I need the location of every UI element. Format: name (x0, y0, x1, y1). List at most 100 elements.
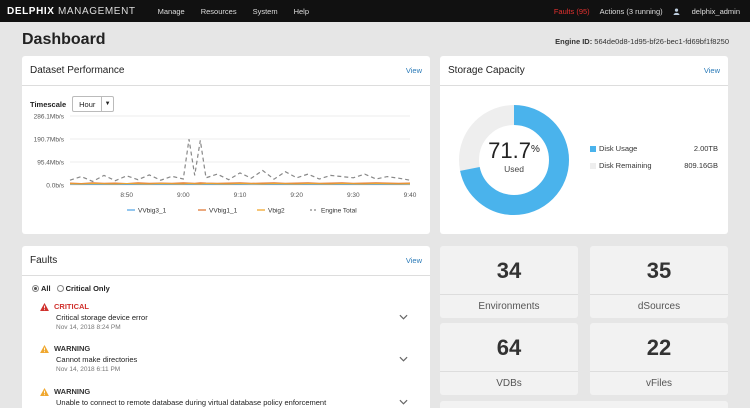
actions-link[interactable]: Actions (3 running) (599, 6, 663, 16)
performance-chart: 286.1Mb/s 190.7Mb/s 95.4Mb/s 0.0b/s 8:50 9:00… (34, 114, 417, 215)
x-tick-label: 9:20 (290, 192, 303, 199)
fault-item[interactable]: WARNING Cannot make directories Nov 14, … (40, 344, 420, 373)
timescale-select[interactable]: Hour ▼ (72, 96, 115, 112)
fault-date: Nov 14, 2018 8:24 PM (56, 324, 121, 331)
card-title: Faults (30, 255, 58, 266)
timescale-value: Hour (79, 99, 96, 109)
nav-help[interactable]: Help (293, 6, 310, 16)
legend-label: Disk Remaining (599, 161, 652, 170)
engine-id-value: 564de0d8-1d95-bf26-bec1-fd69bf1f8250 (594, 37, 729, 46)
legend-value: 2.00TB (693, 144, 718, 153)
storage-donut-chart (459, 105, 569, 215)
stat-label: dSources (590, 294, 728, 318)
severity-label: WARNING (54, 387, 91, 396)
caret-down-icon: ▼ (101, 97, 113, 111)
top-navigation-bar: DELPHIX MANAGEMENT Manage Resources Syst… (0, 0, 750, 22)
timescale-control: Timescale Hour ▼ (30, 96, 115, 112)
fault-date: Nov 14, 2018 6:11 PM (56, 366, 121, 373)
stat-value: 34 (496, 258, 522, 283)
chevron-down-icon[interactable] (399, 399, 408, 405)
y-tick-label: 95.4Mb/s (37, 160, 64, 167)
radio-checked-icon (32, 285, 39, 292)
user-menu[interactable]: delphix_admin (673, 7, 740, 16)
faults-card: Faults View All Critical Only CRITICAL C… (22, 246, 430, 408)
user-icon (673, 7, 680, 15)
brand-subtitle: MANAGEMENT (57, 5, 136, 17)
faults-link[interactable]: Faults (95) (553, 6, 590, 16)
legend-label: VVbig3_1 (138, 208, 167, 215)
view-link[interactable]: View (703, 66, 720, 75)
fault-severity: WARNING (40, 344, 420, 353)
stat-value: 64 (496, 335, 522, 360)
fault-severity: CRITICAL (40, 302, 420, 311)
view-link[interactable]: View (405, 66, 422, 75)
engine-id-label: Engine ID: (555, 37, 593, 46)
used-label: Used (504, 164, 524, 174)
legend-value: 809.16GB (684, 161, 718, 170)
filter-critical-radio[interactable]: Critical Only (56, 284, 110, 293)
severity-label: WARNING (54, 344, 91, 353)
donut-used (459, 105, 569, 215)
storage-capacity-card: Storage Capacity View 71.7% Used Disk Us… (440, 56, 728, 234)
y-tick-label: 0.0b/s (46, 183, 64, 190)
dataset-performance-card: Dataset Performance View Timescale Hour … (22, 56, 430, 234)
x-tick-label: 9:30 (347, 192, 360, 199)
stat-vdbs[interactable]: 64 VDBs (440, 323, 578, 395)
nav-system[interactable]: System (252, 6, 278, 16)
card-title: Storage Capacity (448, 65, 525, 76)
engine-id: Engine ID: 564de0d8-1d95-bf26-bec1-fd69b… (555, 37, 729, 46)
usage-percent-unit: % (530, 144, 540, 155)
warning-triangle-icon (40, 387, 49, 396)
legend-label: Engine Total (321, 208, 357, 215)
fault-severity: WARNING (40, 387, 420, 396)
stat-vfiles[interactable]: 22 vFiles (590, 323, 728, 395)
stat-dsources[interactable]: 35 dSources (590, 246, 728, 318)
severity-label: CRITICAL (54, 302, 89, 311)
error-triangle-icon (40, 302, 49, 311)
fault-filter: All Critical Only (32, 284, 110, 293)
stat-value: 35 (646, 258, 672, 283)
filter-all-label: All (41, 284, 51, 293)
fault-item[interactable]: WARNING Unable to connect to remote data… (40, 387, 420, 407)
x-tick-label: 9:00 (177, 192, 190, 199)
chevron-down-icon[interactable] (399, 314, 408, 320)
card-title: Dataset Performance (30, 65, 125, 76)
filter-all-radio[interactable]: All (32, 284, 51, 293)
app-logo[interactable]: DELPHIX MANAGEMENT (7, 6, 136, 17)
stat-next-row (440, 401, 728, 408)
series-line-engine-total (69, 139, 411, 183)
fault-item[interactable]: CRITICAL Critical storage device error N… (40, 302, 420, 331)
page-title: Dashboard (22, 31, 106, 48)
usage-percent-value: 71.7 (488, 138, 531, 163)
legend-label: Vbig2 (268, 208, 285, 215)
brand-name: DELPHIX (7, 5, 55, 17)
stat-label: vFiles (590, 371, 728, 395)
main-nav: Manage Resources System Help (150, 7, 317, 16)
fault-description: Cannot make directories (56, 355, 138, 364)
radio-unchecked-icon (56, 285, 64, 292)
card-header: Dataset Performance View (22, 56, 430, 86)
chevron-down-icon[interactable] (399, 356, 408, 362)
legend-disk-remaining: Disk Remaining 809.16GB (590, 161, 718, 170)
legend-disk-usage: Disk Usage 2.00TB (590, 144, 718, 153)
timescale-label: Timescale (30, 99, 67, 109)
x-tick-label: 9:40 (404, 192, 417, 199)
stat-environments[interactable]: 34 Environments (440, 246, 578, 318)
nav-manage[interactable]: Manage (157, 6, 185, 16)
nav-resources[interactable]: Resources (200, 6, 237, 16)
topbar-right: Faults (95) Actions (3 running) delphix_… (544, 0, 740, 22)
view-link[interactable]: View (405, 256, 422, 265)
y-tick-label: 190.7Mb/s (34, 137, 65, 144)
y-tick-label: 286.1Mb/s (34, 114, 65, 121)
stat-label: VDBs (440, 371, 578, 395)
usage-percent: 71.7% (458, 138, 570, 164)
legend-swatch (590, 163, 596, 169)
card-header: Storage Capacity View (440, 56, 728, 86)
card-header: Faults View (22, 246, 430, 276)
x-tick-label: 8:50 (120, 192, 133, 199)
legend-label: VVbig1_1 (209, 208, 238, 215)
user-name: delphix_admin (691, 6, 740, 16)
filter-critical-label: Critical Only (65, 284, 110, 293)
warning-triangle-icon (40, 344, 49, 353)
x-tick-label: 9:10 (234, 192, 247, 199)
